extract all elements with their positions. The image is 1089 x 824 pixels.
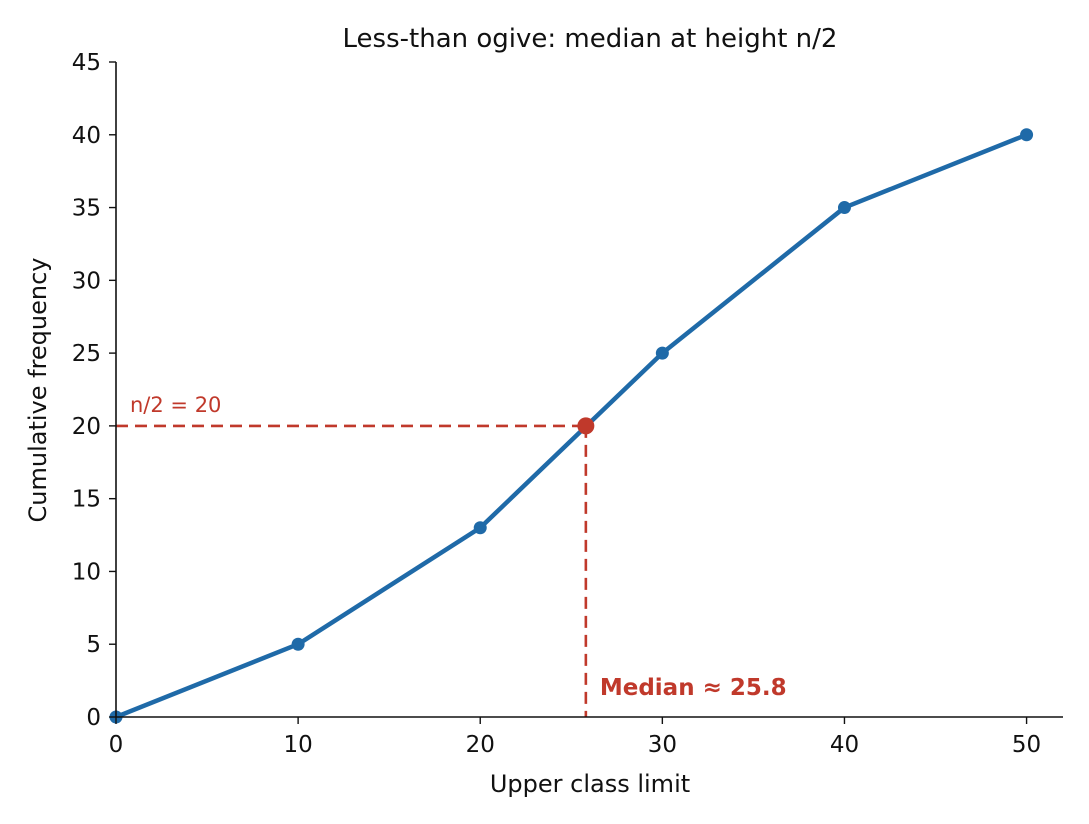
x-tick-label: 50: [1012, 732, 1041, 758]
y-axis-title: Cumulative frequency: [24, 258, 52, 523]
y-tick-label: 35: [72, 196, 101, 222]
ticks: 0 10 20 30 40 50 0 5 10 15 20 25 30 35 40 45: [72, 50, 1041, 758]
y-tick-label: 40: [72, 123, 101, 149]
x-axis-title: Upper class limit: [490, 770, 690, 798]
x-tick-label: 40: [830, 732, 859, 758]
y-tick-label: 45: [72, 50, 101, 76]
ogive-point: [473, 521, 487, 535]
y-tick-label: 30: [72, 268, 101, 294]
median-guides: [116, 424, 588, 717]
x-tick-label: 30: [648, 732, 677, 758]
median-point: [577, 417, 595, 435]
y-tick-label: 10: [72, 559, 101, 585]
y-tick-label: 25: [72, 341, 101, 367]
ogive-point: [837, 201, 851, 215]
axes: [115, 62, 1063, 718]
half-n-label: n/2 = 20: [130, 393, 221, 417]
y-tick-label: 15: [72, 487, 101, 513]
series-layer: [109, 128, 1034, 724]
y-tick-label: 0: [86, 705, 101, 731]
annotations: n/2 = 20 Median ≈ 25.8: [130, 393, 787, 701]
x-tick-label: 20: [466, 732, 495, 758]
ogive-point: [655, 346, 669, 360]
y-tick-label: 5: [86, 632, 101, 658]
y-tick-label: 20: [72, 414, 101, 440]
x-tick-label: 10: [283, 732, 312, 758]
median-label: Median ≈ 25.8: [600, 675, 787, 701]
ogive-line: [113, 132, 1029, 720]
ogive-point: [1020, 128, 1034, 142]
x-tick-label: 0: [109, 732, 124, 758]
chart-title: Less-than ogive: median at height n/2: [343, 24, 838, 54]
ogive-point: [291, 637, 305, 651]
